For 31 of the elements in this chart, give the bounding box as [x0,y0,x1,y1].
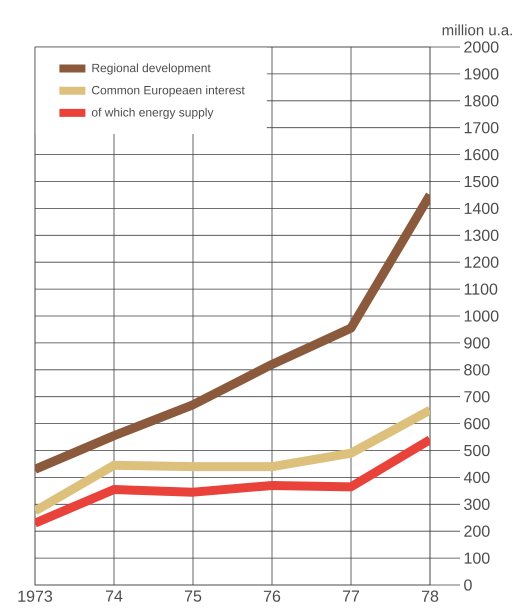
y-tick-label: 1900 [464,68,498,80]
y-tick-label: 1100 [464,283,498,295]
y-tick-label: 1800 [464,95,498,106]
x-tick-label: 75 [184,590,202,602]
y-tick-label: 200 [464,526,490,537]
y-tick-label: 1000 [464,310,498,322]
y-tick-label: 500 [464,444,490,456]
y-tick-label: 100 [464,552,490,564]
y-tick-label: 2000 [464,41,498,53]
x-tick-label: 74 [106,590,122,602]
x-tick-label: 77 [342,590,360,602]
y-tick-label: 1200 [464,256,498,268]
legend-label: Regional development [92,63,211,75]
y-tick-label: 700 [464,391,490,402]
y-tick-label: 800 [464,364,490,376]
y-tick-label: 1600 [464,148,498,160]
y-tick-label: 400 [464,472,490,484]
x-tick-label: 76 [264,590,280,602]
y-tick-label: 1700 [464,122,498,134]
x-tick-label: 78 [422,590,438,602]
y-tick-label: 300 [464,498,490,510]
y-tick-label: 1300 [464,230,498,241]
y-tick-label: 0 [464,579,472,591]
y-tick-label: 900 [464,337,490,349]
y-tick-label: 600 [464,418,490,430]
x-tick-label: 1973 [18,590,52,602]
legend-label: Common Europeaen interest [92,86,245,97]
legend-label: of which energy supply [92,108,214,119]
y-tick-label: 1400 [464,202,498,214]
y-axis-title: million u.a. [442,24,512,36]
y-tick-label: 1500 [464,176,498,188]
